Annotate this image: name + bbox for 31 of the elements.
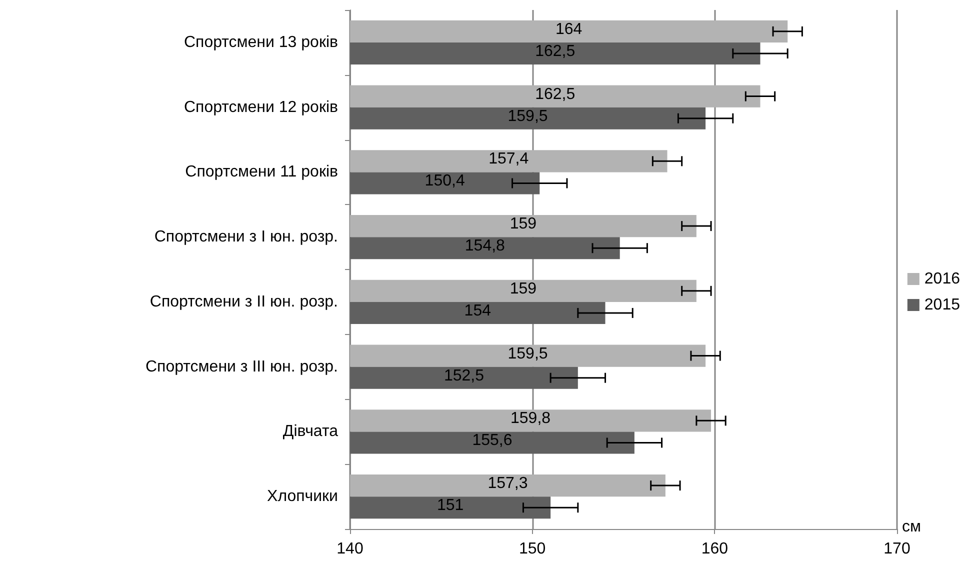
data-label: 157,4 [488, 150, 529, 168]
y-tick-label: Спортсмени з ІІІ юн. розр. [145, 358, 338, 376]
y-tick-label: Хлопчики [267, 488, 338, 506]
data-label: 150,4 [424, 172, 465, 190]
y-tick-label: Спортсмени 12 років [184, 98, 338, 116]
data-label: 157,3 [488, 475, 528, 492]
y-tick-label: Спортсмени 11 років [185, 164, 338, 181]
y-tick-label: Спортсмени 13 років [184, 34, 338, 51]
x-axis-title: см [902, 518, 921, 536]
x-tick-label: 170 [884, 540, 910, 558]
y-tick-label: Дівчата [282, 423, 338, 440]
data-label: 159 [510, 216, 537, 233]
data-label: 154 [464, 302, 492, 320]
data-label: 164 [555, 20, 582, 38]
data-label: 159,5 [508, 108, 548, 125]
data-label: 159,8 [510, 410, 551, 428]
data-label: 154,8 [464, 238, 506, 255]
data-label: 151 [436, 497, 464, 514]
x-tick-label: 150 [518, 540, 546, 558]
data-label: 159 [510, 280, 537, 298]
x-tick-label: 140 [336, 540, 364, 558]
data-label: 162,5 [535, 42, 576, 60]
data-label: 162,5 [535, 86, 576, 103]
x-tick-label: 160 [701, 540, 728, 558]
data-label: 155,6 [472, 432, 512, 450]
y-tick-label: Спортсмени з І юн. розр. [154, 228, 338, 246]
legend-label: 2015 [924, 296, 960, 314]
legend-label: 2016 [924, 270, 960, 288]
data-label: 152,5 [444, 367, 484, 384]
y-tick-label: Спортсмени з ІІ юн. розр. [150, 293, 338, 310]
data-label: 159,5 [508, 345, 548, 362]
